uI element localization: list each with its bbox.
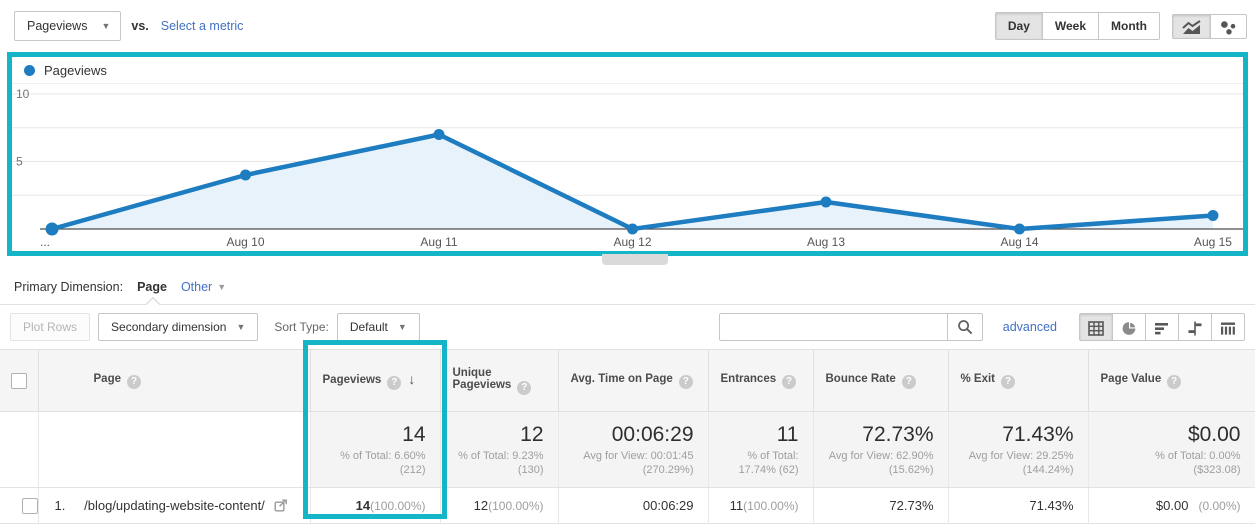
percentage-pie-icon (1122, 320, 1137, 335)
motion-chart-icon (1221, 20, 1236, 34)
cell-percent-exit: 71.43% (948, 487, 1089, 524)
summary-avg-time-on-page: 00:06:29 Avg for View: 00:01:45 (270.29%… (558, 411, 709, 488)
performance-view-button[interactable] (1145, 313, 1179, 341)
svg-text:Aug 13: Aug 13 (807, 235, 845, 249)
metric-selector-value: Pageviews (27, 19, 88, 33)
cell-unique-pageviews: 12(100.00%) (440, 487, 559, 524)
summary-unique-pageviews: 12 % of Total: 9.23% (130) (440, 411, 559, 488)
chart-type-button-group (1172, 13, 1247, 39)
advanced-search-link[interactable]: advanced (1002, 320, 1057, 334)
summary-bounce-rate: 72.73% Avg for View: 62.90% (15.62%) (813, 411, 949, 488)
cell-bounce-rate: 72.73% (813, 487, 949, 524)
open-page-external-link-icon[interactable] (274, 499, 288, 512)
granularity-button-group: Day Week Month (994, 12, 1160, 40)
line-chart-view-button[interactable] (1172, 13, 1211, 39)
sort-descending-icon: ↓ (408, 371, 416, 387)
table-view-icon (1088, 320, 1104, 336)
svg-text:10: 10 (16, 87, 30, 101)
help-icon[interactable]: ? (782, 374, 797, 389)
chevron-down-icon: ▼ (101, 20, 111, 31)
table-summary-row: 14 % of Total: 6.60% (212) 12 % of Total… (0, 411, 1255, 488)
pageviews-legend-label: Pageviews (44, 62, 107, 78)
search-icon (957, 320, 973, 335)
performance-bars-icon (1155, 322, 1168, 334)
row-index: 1. (54, 498, 66, 513)
sort-type-dropdown[interactable]: Default ▼ (336, 313, 420, 341)
line-chart-icon (1182, 19, 1201, 34)
search-button[interactable] (946, 313, 983, 341)
svg-text:Aug 15: Aug 15 (1194, 235, 1232, 249)
motion-chart-view-button[interactable] (1210, 13, 1247, 39)
svg-text:Aug 12: Aug 12 (613, 235, 651, 249)
svg-text:Aug 10: Aug 10 (226, 235, 264, 249)
pivot-view-button[interactable] (1211, 313, 1245, 341)
pageviews-chart-annotation-box: Pageviews 5 10... Aug 10 Aug 11 Aug 12 Aug 13… (7, 52, 1248, 265)
chevron-down-icon: ▼ (217, 281, 227, 292)
chevron-down-icon: ▼ (236, 321, 246, 332)
column-header-unique-pageviews[interactable]: Unique Pageviews? (440, 349, 559, 412)
help-icon[interactable]: ? (678, 374, 693, 389)
summary-entrances: 11 % of Total: 17.74% (62) (708, 411, 814, 488)
column-header-page-value[interactable]: Page Value? (1088, 349, 1255, 412)
day-button[interactable]: Day (994, 12, 1043, 40)
search-input[interactable] (718, 313, 947, 341)
vs-label: vs. (131, 19, 149, 33)
month-button[interactable]: Month (1098, 12, 1160, 40)
percentage-view-button[interactable] (1112, 313, 1146, 341)
sort-type-label: Sort Type: (274, 320, 329, 334)
select-metric-link[interactable]: Select a metric (160, 19, 244, 33)
summary-percent-exit: 71.43% Avg for View: 29.25% (144.24%) (948, 411, 1089, 488)
help-icon[interactable]: ? (1001, 374, 1016, 389)
table-toolbar: Plot Rows Secondary dimension ▼ Sort Typ… (0, 296, 1255, 349)
cell-pageviews: 14(100.00%) (310, 487, 441, 524)
pageviews-legend-dot-icon (24, 64, 35, 76)
column-header-avg-time-on-page[interactable]: Avg. Time on Page? (558, 349, 709, 412)
chevron-down-icon: ▼ (397, 321, 407, 332)
secondary-dimension-dropdown[interactable]: Secondary dimension ▼ (98, 313, 259, 341)
table-view-button-group (1079, 313, 1245, 341)
cell-page-value: $0.00 (0.00%) (1088, 487, 1255, 524)
svg-text:Aug 11: Aug 11 (420, 235, 457, 249)
column-header-pageviews[interactable]: Pageviews? ↓ (310, 349, 441, 412)
pages-data-table: Page? Pageviews? ↓ Unique Pageviews? Avg.… (0, 349, 1255, 524)
page-url-link[interactable]: /blog/updating-website-content/ (84, 498, 265, 513)
svg-text:5: 5 (16, 155, 23, 169)
primary-dimension-bar: Primary Dimension: Page Other ▼ (0, 256, 1255, 304)
chart-scroll-handle[interactable] (602, 254, 668, 265)
column-header-percent-exit[interactable]: % Exit? (948, 349, 1089, 412)
pageviews-line-chart[interactable]: 5 10... Aug 10 Aug 11 Aug 12 Aug 13 Aug 14 Aug … (12, 84, 1243, 252)
table-row: 1. /blog/updating-website-content/ 14(10… (0, 487, 1255, 524)
row-checkbox[interactable] (21, 497, 38, 514)
summary-pageviews: 14 % of Total: 6.60% (212) (310, 411, 441, 488)
select-all-checkbox[interactable] (10, 372, 27, 389)
help-icon[interactable]: ? (517, 380, 532, 395)
dimension-other-dropdown[interactable]: Other ▼ (180, 280, 227, 294)
table-search (718, 313, 983, 341)
metric-selector-dropdown[interactable]: Pageviews ▼ (14, 11, 122, 41)
comparison-view-icon (1188, 321, 1202, 335)
pivot-view-icon (1221, 322, 1235, 335)
plot-rows-button[interactable]: Plot Rows (10, 313, 91, 341)
table-header-row: Page? Pageviews? ↓ Unique Pageviews? Avg.… (0, 349, 1255, 412)
svg-text:...: ... (40, 235, 50, 249)
column-header-page[interactable]: Page? (38, 349, 311, 412)
cell-entrances: 11(100.00%) (708, 487, 814, 524)
explorer-toolbar: Pageviews ▼ vs. Select a metric Day Week… (0, 0, 1255, 52)
help-icon[interactable]: ? (387, 376, 402, 390)
summary-page-value: $0.00 % of Total: 0.00% ($323.08) (1088, 411, 1255, 488)
column-header-bounce-rate[interactable]: Bounce Rate? (813, 349, 949, 412)
cell-avg-time-on-page: 00:06:29 (558, 487, 709, 524)
week-button[interactable]: Week (1041, 12, 1100, 40)
help-icon[interactable]: ? (1167, 374, 1182, 389)
svg-text:Aug 14: Aug 14 (1000, 235, 1038, 249)
primary-dimension-label: Primary Dimension: (14, 280, 124, 294)
comparison-view-button[interactable] (1178, 313, 1212, 341)
column-header-entrances[interactable]: Entrances? (708, 349, 814, 412)
chart-legend: Pageviews (12, 57, 1243, 84)
help-icon[interactable]: ? (901, 374, 916, 389)
dimension-page-tab[interactable]: Page (137, 280, 167, 294)
table-view-button[interactable] (1079, 313, 1113, 341)
help-icon[interactable]: ? (127, 374, 141, 389)
